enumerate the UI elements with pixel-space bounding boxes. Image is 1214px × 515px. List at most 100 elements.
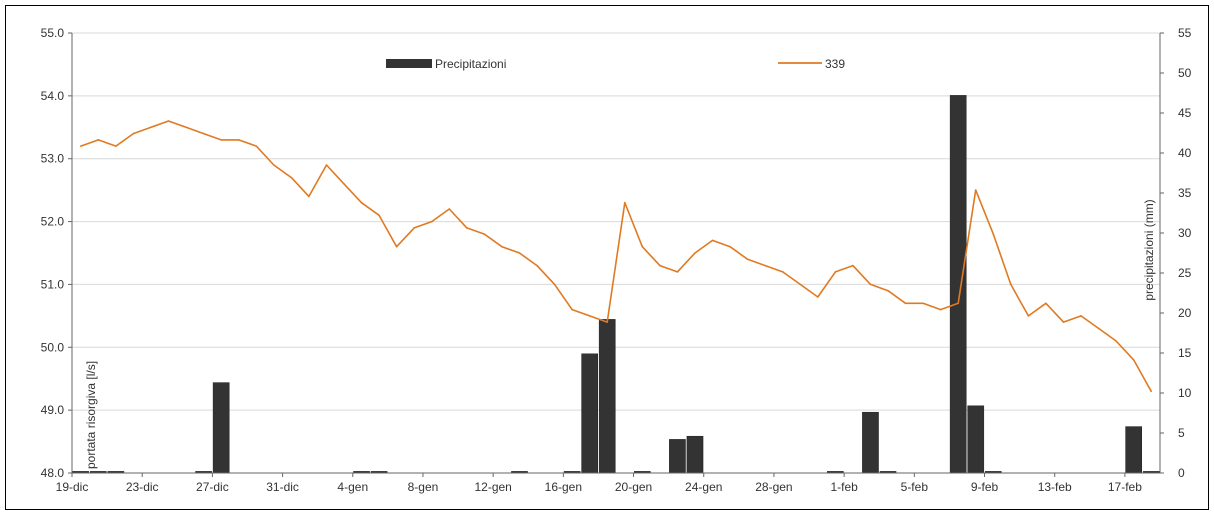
discharge-point (711, 239, 714, 242)
discharge-point (746, 258, 749, 261)
right-tick-label: 5 (1178, 426, 1185, 440)
discharge-point (887, 289, 889, 292)
discharge-point (957, 302, 959, 305)
discharge-point (1062, 321, 1065, 323)
right-axis-title: precipitazioni (mm) (1142, 199, 1156, 300)
axes (71, 33, 1161, 474)
precipitation-bars (72, 95, 1160, 474)
discharge-point (588, 315, 591, 317)
discharge-point (781, 271, 784, 273)
x-tick-label: 24-gen (685, 480, 722, 494)
x-tick-label: 23-dic (126, 480, 159, 494)
discharge-point (308, 195, 310, 198)
right-tick-label: 35 (1178, 186, 1192, 200)
discharge-point (325, 164, 328, 166)
x-tick-label: 31-dic (266, 480, 299, 494)
discharge-point (536, 264, 538, 267)
discharge-point (1027, 315, 1030, 317)
left-tick-label: 52.0 (41, 215, 65, 229)
discharge-point (413, 227, 415, 229)
discharge-point (273, 164, 275, 166)
left-tick-label: 54.0 (41, 89, 65, 103)
discharge-point (518, 252, 521, 254)
left-tick-label: 48.0 (41, 466, 65, 480)
x-tick-label: 17-feb (1108, 480, 1142, 494)
grid-lines (72, 32, 1160, 474)
x-tick-label: 4-gen (337, 480, 368, 494)
discharge-point (764, 264, 766, 267)
discharge-point (817, 296, 819, 298)
x-tick-label: 9-feb (971, 480, 999, 494)
precip-bar (949, 95, 967, 474)
left-tick-label: 53.0 (41, 152, 65, 166)
x-tick-label: 12-gen (474, 480, 511, 494)
precip-bar (1125, 426, 1142, 474)
discharge-point (553, 283, 556, 286)
discharge-point (852, 264, 854, 267)
discharge-point (1132, 359, 1135, 361)
discharge-point (202, 132, 205, 135)
precip-bar (686, 435, 704, 474)
precip-bar (598, 319, 616, 474)
right-tick-label: 30 (1178, 226, 1192, 240)
x-axis-ticks: 19-dic 23-dic 27-dic 31-dic 4-gen 8-gen 12-gen… (56, 473, 1142, 494)
discharge-line-339 (80, 120, 1152, 392)
discharge-point (1150, 390, 1153, 393)
x-tick-label: 27-dic (196, 480, 229, 494)
discharge-point (360, 201, 363, 204)
right-tick-label: 15 (1178, 346, 1192, 360)
discharge-point (694, 252, 696, 254)
discharge-point (834, 271, 837, 273)
left-tick-label: 51.0 (41, 277, 65, 291)
x-tick-label: 1-feb (830, 480, 858, 494)
x-tick-label: 5-feb (901, 480, 929, 494)
x-tick-label: 20-gen (615, 480, 652, 494)
right-tick-label: 10 (1178, 386, 1192, 400)
discharge-point (799, 283, 802, 286)
discharge-point (79, 145, 82, 147)
discharge-point (659, 264, 661, 267)
discharge-point (430, 220, 433, 223)
discharge-point (501, 245, 503, 248)
x-tick-label: 28-gen (755, 480, 792, 494)
discharge-point (641, 245, 644, 248)
discharge-point (1010, 283, 1012, 286)
discharge-point (922, 302, 924, 305)
discharge-point (676, 271, 679, 273)
discharge-line-layer (79, 120, 1153, 393)
discharge-point (395, 245, 398, 248)
precip-bar (967, 405, 985, 474)
left-axis-ticks: 48.0 49.0 50.0 51.0 52.0 53.0 54.0 55.0 (41, 26, 72, 480)
discharge-point (220, 139, 222, 141)
right-tick-label: 50 (1178, 66, 1192, 80)
discharge-point (571, 308, 573, 311)
x-tick-label: 19-dic (56, 480, 89, 494)
right-tick-label: 40 (1178, 146, 1192, 160)
discharge-point (1080, 315, 1082, 317)
discharge-point (466, 227, 468, 229)
discharge-point (343, 183, 345, 185)
precip-bar (212, 382, 230, 474)
discharge-point (992, 233, 995, 235)
discharge-point (185, 126, 187, 129)
discharge-point (167, 120, 170, 122)
discharge-point (974, 189, 977, 191)
discharge-point (97, 139, 100, 141)
right-tick-label: 55 (1178, 26, 1192, 40)
discharge-point (606, 321, 609, 323)
right-tick-label: 45 (1178, 106, 1192, 120)
legend-label-precipitazioni: Precipitazioni (435, 57, 506, 71)
discharge-point (237, 139, 240, 141)
discharge-point (483, 233, 486, 235)
discharge-point (869, 283, 872, 286)
discharge-point (255, 145, 258, 147)
discharge-point (448, 208, 451, 210)
discharge-point (1045, 302, 1047, 305)
right-tick-label: 0 (1178, 466, 1185, 480)
discharge-point (623, 201, 626, 204)
left-tick-label: 55.0 (41, 26, 65, 40)
discharge-point (1115, 340, 1117, 342)
discharge-point (115, 145, 117, 147)
x-tick-label: 16-gen (545, 480, 582, 494)
